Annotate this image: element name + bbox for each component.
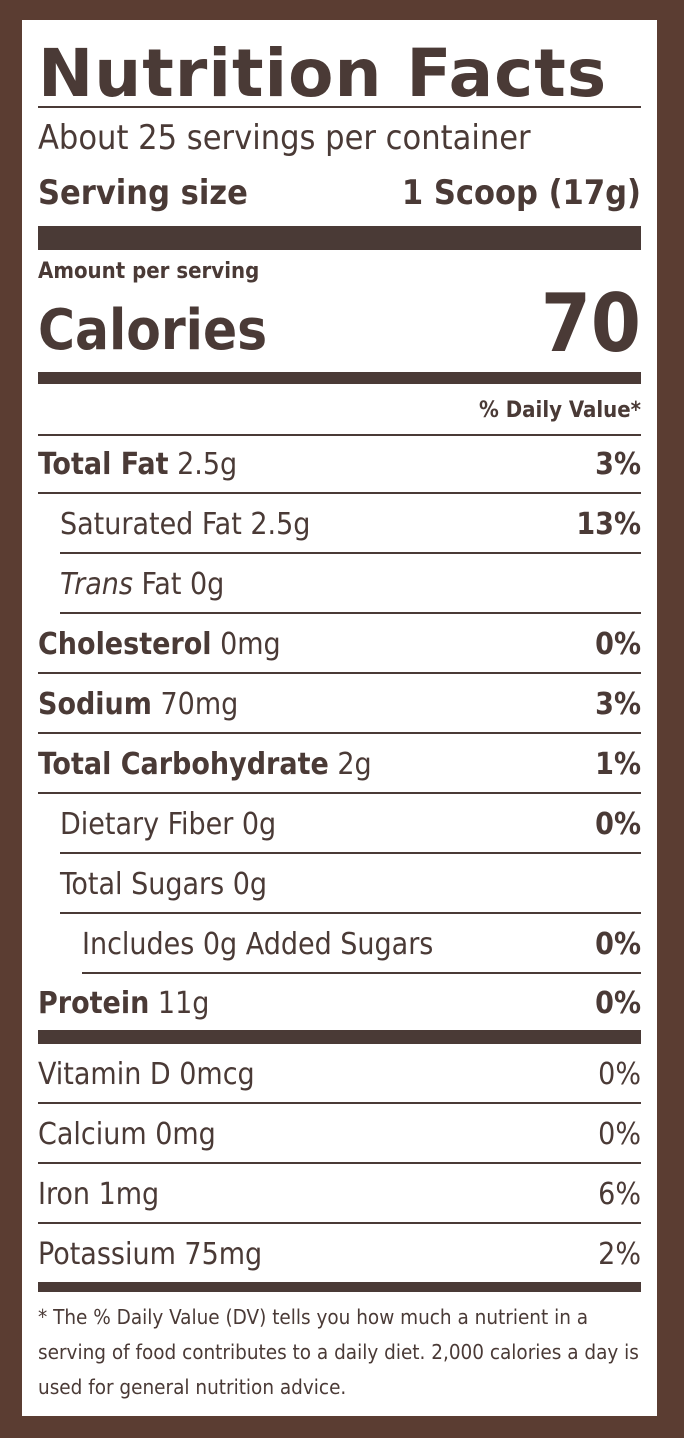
- vitamin-row-potassium: Potassium 75mg 2%: [38, 1226, 641, 1282]
- nutrient-amount: 0mg: [220, 626, 281, 662]
- nutrient-dv: 1%: [595, 746, 641, 782]
- vitamin-row-calcium: Calcium 0mg 0%: [38, 1106, 641, 1164]
- nutrient-prefix: Trans: [60, 566, 133, 602]
- title-divider: [38, 106, 641, 108]
- nutrient-row-saturated-fat: Saturated Fat 2.5g 13%: [60, 496, 641, 554]
- thick-divider-top: [38, 226, 641, 250]
- vitamin-name: Iron 1mg: [38, 1176, 160, 1212]
- nutrient-name: Includes 0g Added Sugars: [82, 926, 434, 962]
- vitamin-name: Vitamin D 0mcg: [38, 1056, 255, 1092]
- nutrient-name: Protein: [38, 985, 150, 1021]
- daily-value-header: % Daily Value*: [479, 398, 641, 423]
- nutrient-name: Sodium: [38, 686, 152, 722]
- nutrient-amount: 70mg: [160, 686, 239, 722]
- nutrient-amount: 2g: [337, 746, 372, 782]
- calories-label: Calories: [38, 298, 268, 363]
- nutrient-dv: 0%: [595, 926, 641, 962]
- nutrient-row-sodium: Sodium 70mg 3%: [38, 676, 641, 734]
- nutrient-dv: 0%: [595, 806, 641, 842]
- dv-divider: [38, 434, 641, 436]
- thick-divider-bottom: [38, 1282, 641, 1292]
- nutrient-name: Total Fat: [38, 446, 169, 482]
- vitamin-row-vitamin-d: Vitamin D 0mcg 0%: [38, 1046, 641, 1104]
- nutrient-amount: 2.5g: [177, 446, 238, 482]
- vitamin-name: Potassium 75mg: [38, 1236, 263, 1272]
- vitamin-name: Calcium 0mg: [38, 1116, 216, 1152]
- nutrient-dv: 0%: [595, 985, 641, 1021]
- nutrient-dv: 3%: [595, 446, 641, 482]
- nutrient-row-cholesterol: Cholesterol 0mg 0%: [38, 616, 641, 674]
- nutrient-row-total-fat: Total Fat 2.5g 3%: [38, 436, 641, 494]
- serving-size-label: Serving size: [38, 173, 248, 213]
- vitamin-dv: 6%: [598, 1176, 641, 1212]
- nutrient-row-total-sugars: Total Sugars 0g: [60, 856, 641, 914]
- nutrient-row-total-carbohydrate: Total Carbohydrate 2g 1%: [38, 736, 641, 794]
- nutrient-dv: 3%: [595, 686, 641, 722]
- servings-per-container: About 25 servings per container: [38, 118, 531, 158]
- vitamin-dv: 0%: [598, 1056, 641, 1092]
- nutrient-amount: 11g: [157, 985, 210, 1021]
- amount-per-serving: Amount per serving: [38, 259, 260, 284]
- nutrient-name: Saturated Fat 2.5g: [60, 506, 311, 542]
- nutrient-row-dietary-fiber: Dietary Fiber 0g 0%: [60, 796, 641, 854]
- nutrient-row-added-sugars: Includes 0g Added Sugars 0%: [82, 916, 641, 974]
- nutrient-row-protein: Protein 11g 0%: [38, 976, 641, 1030]
- calories-value: 70: [540, 277, 641, 370]
- label-title: Nutrition Facts: [38, 35, 608, 112]
- nutrient-name: Fat 0g: [141, 566, 225, 602]
- vitamin-row-iron: Iron 1mg 6%: [38, 1166, 641, 1224]
- nutrition-label-panel: Nutrition Facts About 25 servings per co…: [22, 20, 657, 1416]
- footnote: * The % Daily Value (DV) tells you how m…: [38, 1305, 639, 1399]
- serving-size-value: 1 Scoop (17g): [401, 173, 641, 213]
- nutrient-row-trans-fat: Trans Fat 0g: [60, 556, 641, 614]
- nutrient-name: Cholesterol: [38, 626, 212, 662]
- thick-divider-calories: [38, 372, 641, 384]
- nutrient-name: Total Sugars 0g: [60, 866, 268, 902]
- calories-row: Calories 70: [38, 282, 641, 366]
- nutrient-name: Dietary Fiber 0g: [60, 806, 277, 842]
- nutrient-dv: 0%: [595, 626, 641, 662]
- nutrient-name: Total Carbohydrate: [38, 746, 329, 782]
- thick-divider-protein: [38, 1030, 641, 1044]
- vitamin-dv: 2%: [598, 1236, 641, 1272]
- nutrient-dv: 13%: [576, 506, 641, 542]
- serving-size-row: Serving size 1 Scoop (17g): [38, 172, 641, 214]
- vitamin-dv: 0%: [598, 1116, 641, 1152]
